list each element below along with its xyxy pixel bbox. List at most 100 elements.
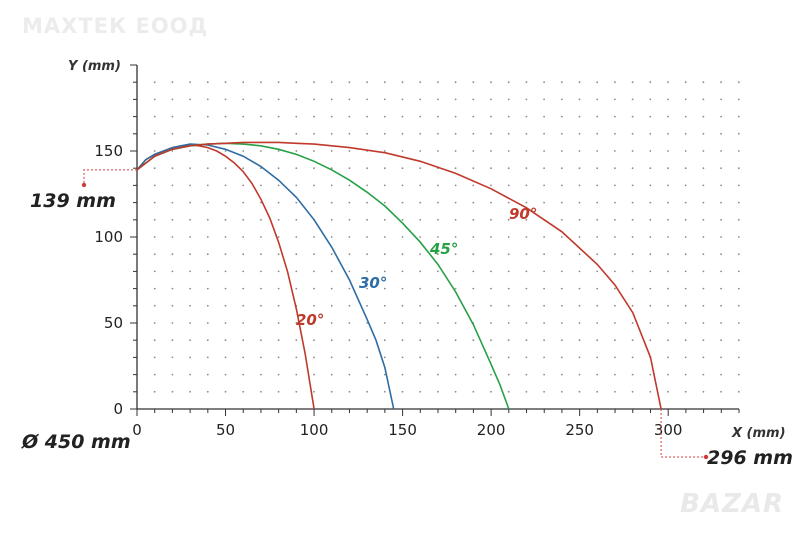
grid-dot — [260, 270, 262, 273]
grid-dot — [313, 98, 315, 101]
grid-dot — [649, 218, 652, 221]
curve-3 — [136, 141, 662, 410]
y-tick-label: 0 — [113, 400, 123, 418]
grid-dot — [242, 373, 245, 376]
grid-dot — [560, 184, 563, 187]
grid-dot — [667, 132, 669, 135]
grid-dot — [383, 304, 386, 307]
grid-dot — [313, 253, 315, 256]
grid-dot — [348, 201, 351, 204]
grid-dot — [702, 201, 705, 204]
grid-dot — [454, 115, 457, 118]
grid-dot — [401, 322, 404, 324]
grid-dot — [366, 81, 368, 84]
grid-dot — [171, 390, 174, 393]
grid-dot — [543, 98, 545, 101]
grid-dot — [490, 339, 492, 342]
grid-dot — [383, 201, 386, 204]
grid-dot — [454, 253, 457, 256]
grid-dot — [295, 201, 298, 204]
grid-dot — [366, 356, 368, 359]
grid-dot — [295, 115, 298, 118]
grid-dot — [507, 253, 510, 256]
grid-dot — [720, 287, 722, 290]
grid-dot — [631, 287, 634, 290]
grid-dot — [260, 339, 262, 342]
grid-dot — [543, 287, 545, 290]
grid-dot — [366, 236, 368, 238]
grid-dot — [578, 253, 581, 256]
grid-dot — [242, 270, 245, 273]
grid-dot — [507, 373, 510, 376]
grid-dot — [171, 253, 174, 256]
grid-dot — [189, 115, 192, 118]
grid-dot — [490, 270, 492, 273]
grid-dot — [189, 322, 192, 324]
grid-dot — [295, 132, 298, 135]
grid-dot — [277, 236, 280, 238]
grid-dot — [206, 201, 209, 204]
grid-dot — [242, 236, 245, 238]
y-tick-label: 50 — [104, 314, 123, 332]
grid-dot — [507, 287, 510, 290]
grid-dot — [401, 150, 404, 152]
grid-dot — [525, 339, 528, 342]
grid-dot — [295, 81, 298, 84]
x-tick-label: 150 — [388, 421, 417, 439]
grid-dot — [631, 167, 634, 170]
grid-dot — [401, 201, 404, 204]
grid-dot — [366, 322, 368, 324]
grid-dot — [702, 270, 705, 273]
grid-dot — [454, 132, 457, 135]
grid-dot — [490, 287, 492, 290]
grid-dot — [525, 390, 528, 393]
grid-dot — [189, 150, 192, 152]
grid-dot — [437, 304, 439, 307]
grid-dot — [366, 184, 368, 187]
grid-dot — [614, 98, 616, 101]
grid-dot — [383, 167, 386, 170]
grid-dot — [330, 201, 333, 204]
grid-dot — [525, 218, 528, 221]
grid-dot — [525, 81, 528, 84]
grid-dot — [419, 184, 422, 187]
grid-dot — [490, 98, 492, 101]
grid-dot — [348, 132, 351, 135]
grid-dot — [153, 390, 156, 393]
grid-dot — [313, 390, 315, 393]
grid-dot — [277, 287, 280, 290]
grid-dot — [313, 132, 315, 135]
grid-dot — [649, 287, 652, 290]
grid-dot — [737, 184, 740, 187]
grid-dot — [667, 184, 669, 187]
grid-dot — [383, 150, 386, 152]
grid-dot — [224, 81, 227, 84]
grid-dot — [507, 98, 510, 101]
grid-dot — [684, 150, 687, 152]
grid-dot — [295, 373, 298, 376]
grid-dot — [507, 115, 510, 118]
grid-dot — [313, 322, 315, 324]
grid-dot — [596, 98, 599, 101]
grid-dot — [224, 218, 227, 221]
grid-dot — [490, 373, 492, 376]
grid-dot — [720, 81, 722, 84]
grid-dot — [437, 218, 439, 221]
grid-dot — [401, 287, 404, 290]
grid-dot — [277, 150, 280, 152]
grid-dot — [578, 218, 581, 221]
grid-dot — [171, 287, 174, 290]
grid-dot — [720, 150, 722, 152]
grid-dot — [171, 373, 174, 376]
grid-dot — [348, 356, 351, 359]
grid-dot — [189, 270, 192, 273]
grid-dot — [366, 201, 368, 204]
grid-dot — [525, 115, 528, 118]
grid-dot — [702, 98, 705, 101]
grid-dot — [454, 184, 457, 187]
grid-dot — [313, 236, 315, 238]
grid-dot — [348, 115, 351, 118]
grid-dot — [295, 287, 298, 290]
grid-dot — [295, 339, 298, 342]
grid-dot — [614, 150, 616, 152]
